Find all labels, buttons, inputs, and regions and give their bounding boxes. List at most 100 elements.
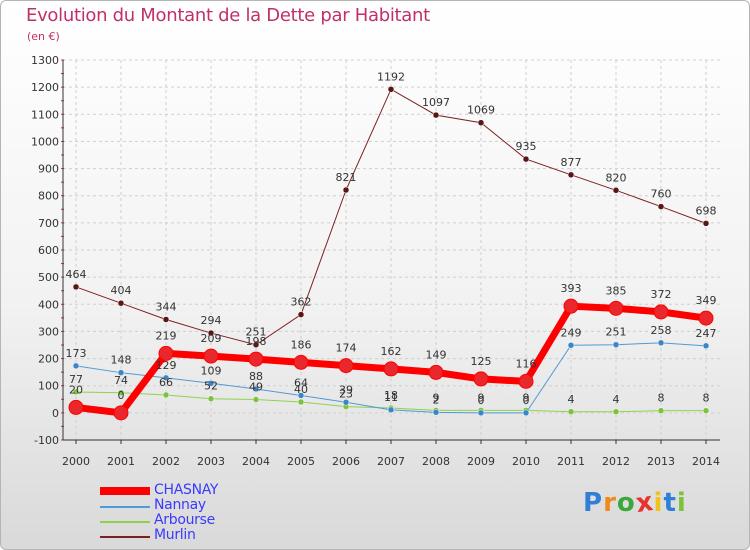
data-point-nannay bbox=[162, 374, 170, 382]
legend-swatch bbox=[100, 487, 150, 495]
data-label-chasnay: 162 bbox=[381, 345, 402, 358]
data-point-arbourse bbox=[252, 396, 260, 403]
data-label-nannay: 39 bbox=[339, 383, 353, 396]
legend-swatch bbox=[100, 536, 150, 538]
data-label-murlin: 820 bbox=[606, 171, 627, 184]
data-label-arbourse: 18 bbox=[384, 389, 398, 402]
data-label-chasnay: 219 bbox=[156, 329, 177, 342]
logo-letter: i bbox=[676, 488, 687, 518]
data-point-murlin bbox=[702, 220, 710, 227]
x-tick-label: 2013 bbox=[647, 455, 675, 468]
proxiti-logo: Proxiti bbox=[583, 487, 687, 519]
data-label-nannay: 173 bbox=[66, 347, 87, 360]
data-label-murlin: 344 bbox=[156, 300, 177, 313]
data-label-arbourse: 40 bbox=[294, 383, 308, 396]
x-tick-label: 2006 bbox=[332, 455, 360, 468]
data-label-arbourse: 8 bbox=[703, 392, 710, 405]
data-label-arbourse: 23 bbox=[339, 388, 353, 401]
data-point-murlin bbox=[162, 316, 170, 323]
x-tick-label: 2001 bbox=[107, 455, 135, 468]
x-tick-label: 2002 bbox=[152, 455, 180, 468]
x-tick-label: 2004 bbox=[242, 455, 270, 468]
data-point-chasnay bbox=[518, 373, 534, 389]
data-point-chasnay bbox=[698, 310, 714, 326]
data-label-arbourse: 9 bbox=[478, 391, 485, 404]
data-label-chasnay: 209 bbox=[201, 332, 222, 345]
x-tick-label: 2008 bbox=[422, 455, 450, 468]
y-tick-label: 1000 bbox=[31, 135, 59, 148]
legend-label: CHASNAY bbox=[154, 482, 219, 498]
data-label-arbourse: 74 bbox=[114, 374, 128, 387]
data-label-murlin: 1192 bbox=[377, 70, 405, 83]
data-point-chasnay bbox=[203, 348, 219, 364]
data-point-arbourse bbox=[297, 398, 305, 406]
legend-swatch bbox=[100, 521, 150, 523]
data-label-nannay: 247 bbox=[696, 327, 717, 340]
data-label-chasnay: 186 bbox=[291, 338, 312, 351]
logo-letter: o bbox=[616, 488, 636, 518]
legend-swatch bbox=[100, 506, 150, 508]
data-point-arbourse bbox=[612, 408, 620, 416]
data-label-murlin: 294 bbox=[201, 314, 222, 327]
data-label-arbourse: 52 bbox=[204, 380, 218, 393]
data-point-chasnay bbox=[428, 364, 444, 380]
data-point-nannay bbox=[702, 342, 710, 350]
data-point-nannay bbox=[207, 380, 215, 387]
data-point-chasnay bbox=[158, 345, 174, 361]
data-point-murlin bbox=[567, 171, 575, 179]
data-point-murlin bbox=[252, 341, 260, 348]
data-label-murlin: 760 bbox=[651, 188, 672, 201]
data-label-arbourse: 4 bbox=[568, 393, 575, 406]
data-label-murlin: 1069 bbox=[467, 104, 495, 117]
data-point-arbourse bbox=[117, 389, 125, 397]
legend-label: Murlin bbox=[154, 527, 196, 543]
data-point-nannay bbox=[567, 342, 575, 349]
data-label-chasnay: 116 bbox=[516, 357, 537, 370]
data-point-nannay bbox=[612, 341, 620, 348]
data-label-chasnay: 198 bbox=[246, 335, 267, 348]
data-label-murlin: 821 bbox=[336, 171, 357, 184]
data-point-murlin bbox=[522, 155, 530, 163]
data-point-nannay bbox=[522, 409, 530, 417]
x-tick-label: 2005 bbox=[287, 455, 315, 468]
data-point-chasnay bbox=[653, 304, 669, 320]
data-point-murlin bbox=[297, 311, 305, 318]
data-label-murlin: 251 bbox=[246, 326, 267, 339]
data-label-murlin: 877 bbox=[561, 156, 582, 169]
data-label-nannay: 109 bbox=[201, 364, 222, 377]
data-point-chasnay bbox=[608, 300, 624, 316]
legend-label: Nannay bbox=[154, 497, 206, 513]
y-tick-label: 1100 bbox=[31, 108, 59, 121]
data-point-murlin bbox=[207, 329, 215, 337]
y-tick-label: 1200 bbox=[31, 81, 59, 94]
data-label-chasnay: 393 bbox=[561, 282, 582, 295]
data-label-murlin: 698 bbox=[696, 204, 717, 217]
data-label-chasnay: 372 bbox=[651, 288, 672, 301]
logo-letter: r bbox=[603, 488, 617, 518]
x-tick-label: 2009 bbox=[467, 455, 495, 468]
data-label-chasnay: 149 bbox=[426, 348, 447, 361]
data-point-nannay bbox=[657, 339, 665, 347]
data-point-nannay bbox=[297, 392, 305, 399]
y-tick-label: -100 bbox=[34, 434, 59, 447]
data-point-chasnay bbox=[248, 351, 264, 367]
data-label-nannay: 251 bbox=[606, 326, 627, 339]
data-point-chasnay bbox=[68, 399, 84, 415]
y-tick-label: 900 bbox=[38, 163, 59, 176]
data-point-murlin bbox=[342, 186, 350, 194]
data-point-nannay bbox=[252, 385, 260, 393]
data-label-murlin: 404 bbox=[111, 284, 132, 297]
data-point-arbourse bbox=[657, 407, 665, 414]
data-point-murlin bbox=[72, 283, 80, 291]
data-point-murlin bbox=[657, 203, 665, 210]
y-tick-label: 100 bbox=[38, 380, 59, 393]
x-tick-label: 2007 bbox=[377, 455, 405, 468]
y-tick-label: 700 bbox=[38, 217, 59, 230]
x-tick-label: 2011 bbox=[557, 455, 585, 468]
data-point-chasnay bbox=[473, 371, 489, 387]
data-label-nannay: 11 bbox=[384, 391, 398, 404]
data-point-murlin bbox=[432, 111, 440, 119]
data-label-chasnay: 125 bbox=[471, 355, 492, 368]
data-label-murlin: 464 bbox=[66, 268, 87, 281]
x-tick-label: 2012 bbox=[602, 455, 630, 468]
